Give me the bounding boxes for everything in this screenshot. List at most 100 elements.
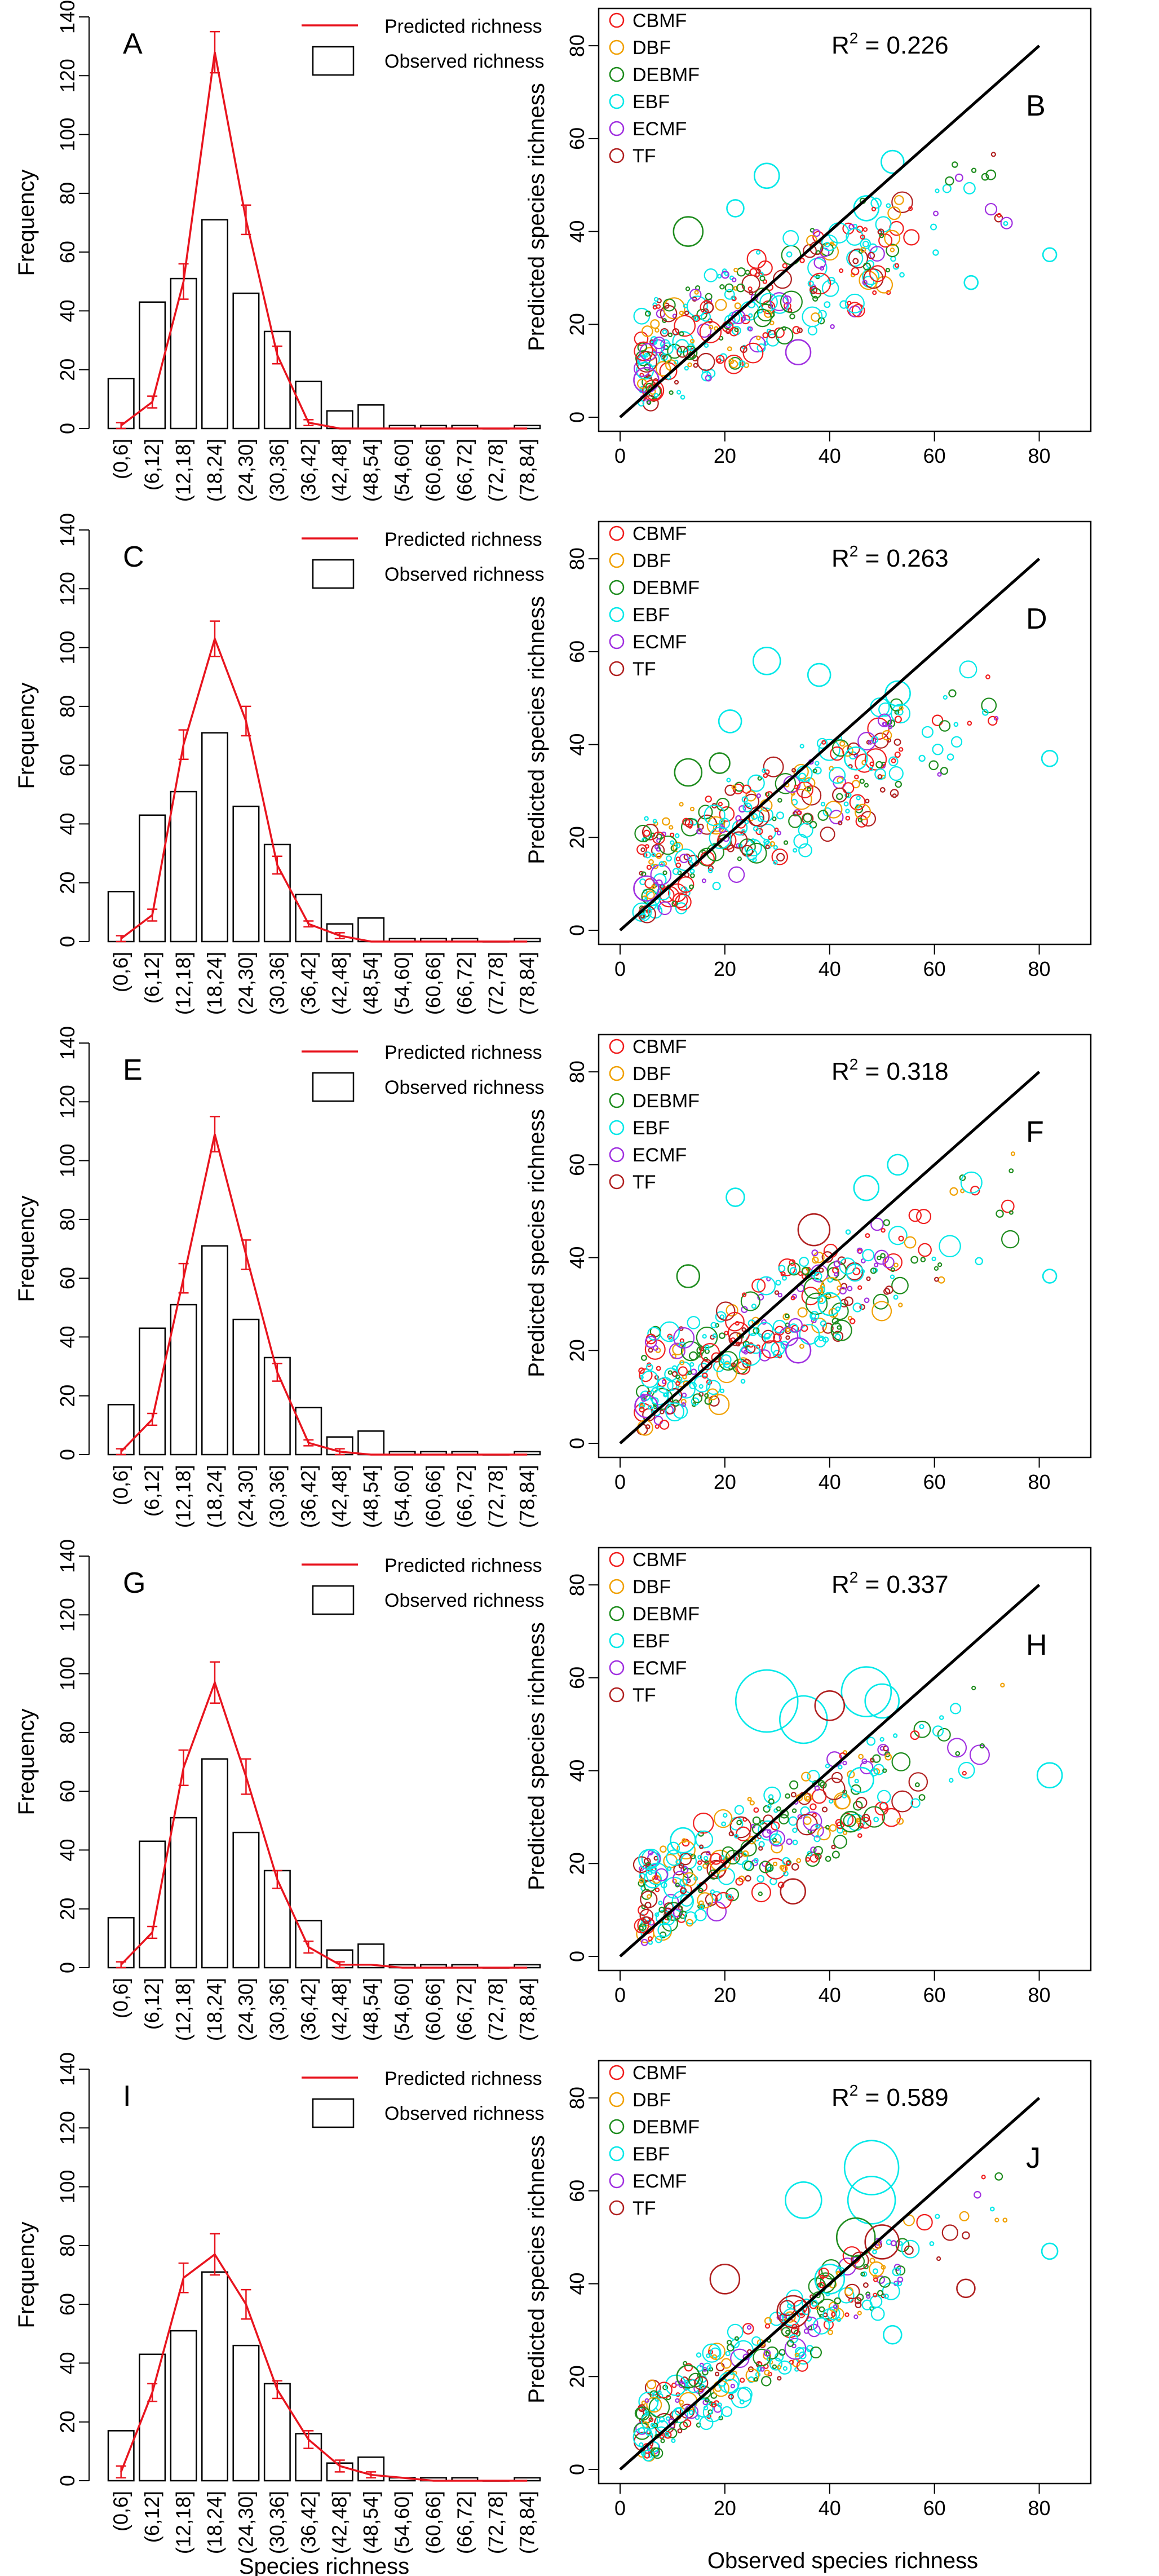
data-point	[689, 1362, 694, 1367]
data-point	[714, 1323, 720, 1328]
data-point	[659, 2434, 665, 2440]
y-tick-label: 140	[56, 2052, 79, 2086]
data-point	[673, 1908, 682, 1917]
data-point	[884, 1753, 892, 1761]
data-point	[888, 1226, 908, 1245]
data-point	[699, 2415, 714, 2431]
y-tick-label: 20	[56, 1385, 79, 1407]
data-point	[697, 1892, 714, 1908]
data-point	[780, 290, 803, 313]
data-point	[694, 290, 699, 295]
data-point	[851, 303, 865, 317]
data-point	[813, 1835, 821, 1842]
data-point	[990, 2206, 995, 2212]
data-point	[856, 796, 861, 801]
data-point	[786, 251, 793, 258]
r-squared-symbol: R	[831, 32, 850, 59]
data-point	[751, 1883, 771, 1903]
data-point	[928, 760, 939, 771]
data-point	[777, 2376, 782, 2381]
data-point	[842, 1793, 847, 1799]
y-tick-label: 80	[56, 1208, 79, 1231]
data-point	[751, 2336, 762, 2346]
data-point	[675, 2398, 680, 2403]
data-point	[908, 206, 913, 211]
data-point	[946, 753, 954, 761]
data-point	[865, 2291, 871, 2297]
x-tick-label: 80	[1028, 1983, 1051, 2007]
data-point	[698, 1384, 704, 1389]
data-point	[675, 856, 681, 861]
data-point	[704, 804, 726, 827]
data-point	[819, 1267, 824, 1273]
data-point	[807, 325, 817, 335]
data-point	[788, 308, 793, 313]
observed-bar	[201, 1758, 228, 1969]
x-category-label: (48,54]	[359, 2491, 382, 2554]
data-point	[895, 780, 902, 788]
data-point	[763, 2349, 771, 2357]
data-point	[815, 1853, 822, 1860]
y-tick-label: 60	[565, 127, 589, 150]
data-point	[872, 1754, 881, 1763]
predicted-line	[120, 635, 528, 943]
data-point	[744, 1861, 754, 1871]
data-point	[832, 787, 847, 803]
data-point	[933, 210, 939, 216]
data-point	[675, 1883, 680, 1888]
data-point	[715, 299, 727, 311]
data-point	[830, 324, 835, 329]
data-point	[882, 2325, 903, 2345]
observed-bar	[107, 1917, 135, 1969]
data-point	[676, 346, 689, 358]
data-point	[656, 852, 662, 859]
data-point	[765, 1863, 774, 1872]
data-point	[674, 379, 679, 385]
data-point	[802, 1811, 822, 1831]
data-point	[752, 1816, 761, 1825]
x-category-label: (18,24]	[203, 439, 226, 502]
data-point	[789, 313, 795, 320]
data-point	[706, 1380, 721, 1395]
legend-label: CBMF	[632, 1036, 687, 1058]
data-point	[877, 1789, 891, 1804]
data-point	[893, 2264, 901, 2271]
x-category-label: (36,42]	[297, 952, 320, 1015]
x-tick-label: 20	[714, 2497, 736, 2520]
data-point	[679, 331, 684, 337]
data-point	[740, 1291, 760, 1311]
data-point	[985, 169, 997, 180]
x-category-label: (24,30]	[234, 2491, 257, 2554]
data-point	[797, 1307, 808, 1318]
data-point	[802, 306, 823, 328]
data-point	[877, 1256, 882, 1261]
data-point	[778, 1265, 786, 1272]
y-tick-label: 120	[56, 59, 79, 92]
data-point	[660, 304, 678, 322]
legend-label: CBMF	[632, 523, 687, 545]
data-point	[877, 774, 883, 780]
data-point	[727, 845, 735, 852]
data-point	[810, 1846, 817, 1853]
data-point	[929, 2241, 935, 2246]
data-point	[816, 737, 828, 749]
data-point	[710, 1889, 715, 1894]
panel-letter: F	[1026, 1116, 1044, 1148]
data-point	[741, 316, 746, 321]
data-point	[739, 2399, 745, 2405]
data-point	[683, 2419, 692, 2428]
data-point	[669, 390, 674, 395]
data-point	[644, 1336, 657, 1348]
data-point	[880, 1253, 886, 1258]
data-point	[719, 1332, 726, 1339]
data-point	[939, 1715, 944, 1720]
data-point	[734, 2336, 740, 2341]
data-point	[797, 810, 802, 816]
data-point	[648, 859, 654, 865]
data-point	[891, 1790, 914, 1813]
data-point	[873, 2292, 878, 2297]
data-point	[809, 285, 818, 294]
data-point	[737, 856, 742, 861]
data-point	[809, 821, 817, 829]
data-point	[869, 2295, 883, 2308]
